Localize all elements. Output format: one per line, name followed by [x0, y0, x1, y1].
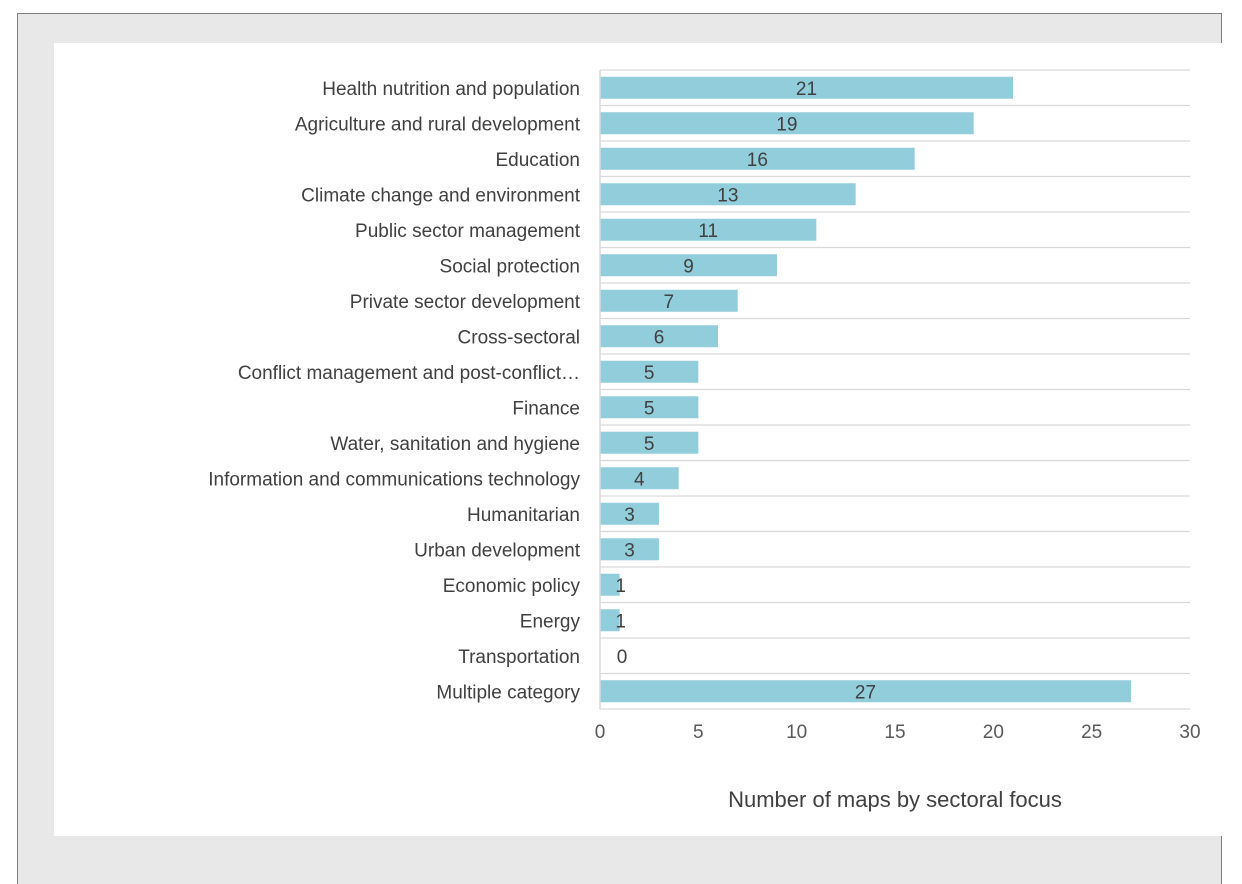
x-tick-label: 15: [884, 722, 905, 743]
bar: [600, 254, 777, 277]
category-label: Agriculture and rural development: [295, 114, 581, 135]
data-label: 1: [615, 576, 626, 597]
bar: [600, 396, 699, 419]
bar: [600, 573, 620, 596]
category-label: Energy: [520, 611, 581, 632]
data-label: 1: [615, 611, 626, 632]
bar: [600, 467, 679, 490]
bar: [600, 218, 817, 241]
bar: [600, 289, 738, 312]
bar: [600, 538, 659, 561]
category-label: Conflict management and post-conflict…: [238, 363, 580, 384]
bar: [600, 680, 1131, 703]
bar: [600, 183, 856, 206]
category-label: Finance: [512, 398, 580, 419]
data-label: 3: [624, 505, 635, 526]
bar: [600, 502, 659, 525]
category-label: Social protection: [440, 256, 580, 277]
data-label: 21: [796, 79, 817, 100]
data-label: 7: [664, 292, 675, 313]
category-label: Climate change and environment: [301, 185, 581, 206]
bar: [600, 112, 974, 135]
category-label: Humanitarian: [467, 505, 580, 526]
category-labels: Health nutrition and population Agricultu…: [208, 79, 580, 704]
category-label: Health nutrition and population: [322, 79, 580, 100]
gridlines: [600, 69, 1190, 710]
category-label: Information and communications technolog…: [208, 469, 580, 490]
x-tick-label: 30: [1179, 722, 1200, 743]
category-label: Public sector management: [355, 221, 581, 242]
x-tick-label: 0: [595, 722, 606, 743]
category-label: Private sector development: [350, 292, 581, 313]
x-tick-label: 10: [786, 722, 807, 743]
bar: [600, 76, 1013, 99]
data-label: 5: [644, 398, 655, 419]
category-label: Economic policy: [443, 576, 581, 597]
x-tick-labels: 0 5 10 15 20 25 30: [595, 722, 1201, 743]
category-label: Transportation: [458, 647, 580, 668]
bar: [600, 325, 718, 348]
category-label: Multiple category: [436, 682, 580, 703]
x-tick-label: 20: [983, 722, 1004, 743]
data-label: 3: [624, 540, 635, 561]
bar: [600, 147, 915, 170]
x-axis-title: Number of maps by sectoral focus: [728, 787, 1062, 812]
data-label: 0: [617, 647, 628, 668]
x-tick-label: 25: [1081, 722, 1102, 743]
x-tick-label: 5: [693, 722, 704, 743]
data-label: 5: [644, 363, 655, 384]
data-label: 9: [683, 256, 694, 277]
data-label: 5: [644, 434, 655, 455]
data-label: 13: [717, 185, 738, 206]
bar: [600, 360, 699, 383]
data-label: 11: [698, 221, 718, 242]
data-label: 19: [776, 114, 797, 135]
category-label: Cross-sectoral: [458, 327, 580, 348]
bar: [600, 431, 699, 454]
data-label: 27: [855, 682, 876, 703]
bar: [600, 609, 620, 632]
data-label: 6: [654, 327, 665, 348]
data-label: 4: [634, 469, 645, 490]
category-label: Education: [495, 150, 580, 171]
category-label: Water, sanitation and hygiene: [330, 434, 580, 455]
data-label: 16: [747, 150, 768, 171]
category-label: Urban development: [414, 540, 581, 561]
